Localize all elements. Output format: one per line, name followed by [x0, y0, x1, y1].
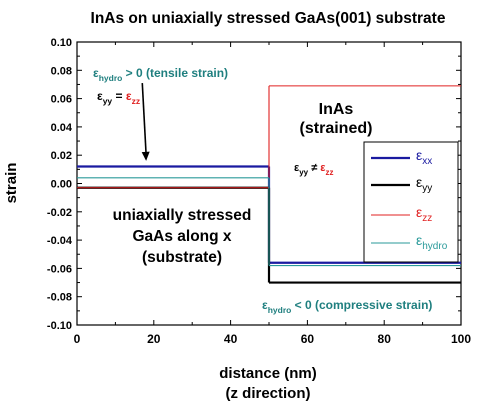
legend-label-ehydro: εhydro: [416, 232, 448, 252]
tensile-symbol: ε: [93, 66, 99, 80]
legend-label-eyy: εyy: [416, 174, 432, 194]
chart-title: InAs on uniaxially stressed GaAs(001) su…: [91, 10, 446, 27]
annotation-compressive: εhydro < 0 (compressive strain): [262, 298, 432, 315]
annotation-inas: InAs: [319, 101, 354, 118]
x-tick-label: 80: [378, 332, 392, 346]
y-tick-label: 0.04: [51, 122, 73, 134]
legend-symbol-exx: ε: [416, 147, 422, 163]
y-tick-label: -0.04: [47, 235, 73, 247]
x-axis-label: distance (nm): [219, 365, 317, 382]
x-tick-label: 100: [451, 332, 471, 346]
arrow-shaft: [141, 82, 147, 155]
y-tick-labels: -0.10 -0.08 -0.06 -0.04 -0.02 0.00 0.02 0.04 0.0…: [47, 37, 73, 332]
legend-subscript-ehydro: hydro: [422, 241, 447, 252]
y-tick-label: 0.08: [51, 65, 72, 77]
y-tick-label: 0.00: [51, 179, 72, 191]
tensile-rest: > 0 (tensile strain): [122, 66, 228, 80]
arrow-head: [141, 151, 150, 161]
annotation-gaas-3: (substrate): [142, 249, 222, 266]
annotation-eyy-neq-ezz: εyy ≠ εzz: [294, 162, 334, 177]
legend-symbol-ehydro: ε: [416, 232, 422, 248]
legend-subscript-exx: xx: [422, 156, 432, 167]
neq-rhs-sub: zz: [326, 168, 334, 177]
x-tick-label: 20: [147, 332, 161, 346]
tensile-sub: hydro: [99, 73, 123, 83]
eq-rhs-sub: zz: [132, 96, 141, 106]
compressive-sub: hydro: [268, 305, 292, 315]
annotation-tensile: εhydro > 0 (tensile strain): [93, 66, 228, 83]
neq-lhs-symbol: ε: [294, 162, 300, 174]
legend-label-ezz: εzz: [416, 204, 432, 224]
legend-subscript-ezz: zz: [422, 213, 432, 224]
eq-op: =: [112, 89, 126, 103]
legend-box: [363, 141, 459, 263]
y-axis-label: strain: [3, 163, 20, 204]
x-tick-label: 0: [74, 332, 81, 346]
y-tick-label: -0.02: [47, 207, 72, 219]
annotation-strained: (strained): [300, 120, 373, 137]
compressive-symbol: ε: [262, 298, 268, 312]
y-tick-label: 0.10: [51, 37, 72, 49]
legend-subscript-eyy: yy: [422, 183, 432, 194]
y-tick-label: -0.08: [47, 292, 72, 304]
series-lines: [77, 85, 461, 284]
annotation-arrow: [141, 82, 150, 161]
neq-op: ≠: [308, 162, 320, 174]
x-tick-label: 60: [301, 332, 315, 346]
eq-lhs-sub: yy: [103, 96, 113, 106]
legend-label-exx: εxx: [416, 147, 432, 167]
neq-rhs-symbol: ε: [320, 162, 326, 174]
annotation-eyy-eq-ezz: εyy = εzz: [97, 89, 140, 106]
neq-lhs-sub: yy: [299, 168, 308, 177]
y-tick-label: -0.06: [47, 263, 72, 275]
y-tick-label: 0.02: [51, 150, 72, 162]
legend-symbol-ezz: ε: [416, 204, 422, 220]
x-tick-label: 40: [224, 332, 238, 346]
annotation-gaas-2: GaAs along x: [132, 228, 231, 245]
y-tick-label: 0.06: [51, 94, 72, 106]
compressive-rest: < 0 (compressive strain): [291, 298, 432, 312]
eq-lhs-symbol: ε: [97, 89, 103, 103]
legend-symbol-eyy: ε: [416, 174, 422, 190]
y-tick-label: -0.10: [47, 320, 72, 332]
annotation-gaas-1: uniaxially stressed: [113, 207, 252, 224]
eq-rhs-symbol: ε: [126, 89, 132, 103]
x-tick-labels: 0 20 40 60 80 100: [74, 332, 472, 346]
x-axis-sublabel: (z direction): [226, 385, 311, 402]
